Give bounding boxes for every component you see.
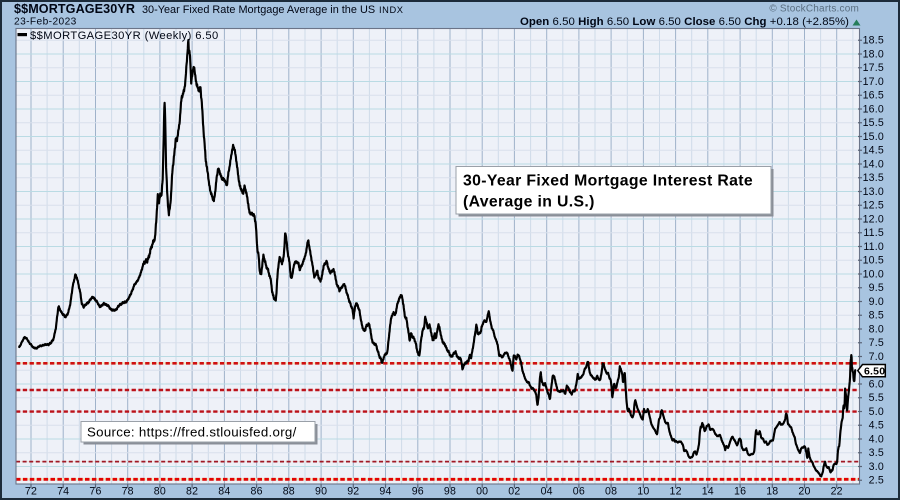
svg-text:10.0: 10.0 xyxy=(863,268,884,280)
svg-text:30-Year Fixed Mortgage Interes: 30-Year Fixed Mortgage Interest Rate xyxy=(463,173,753,190)
svg-text:16.0: 16.0 xyxy=(863,103,884,115)
svg-text:82: 82 xyxy=(186,486,198,498)
svg-text:16: 16 xyxy=(734,486,746,498)
svg-text:15.5: 15.5 xyxy=(863,117,884,129)
svg-text:94: 94 xyxy=(379,486,391,498)
svg-text:10: 10 xyxy=(637,486,649,498)
svg-text:9.5: 9.5 xyxy=(869,282,884,294)
svg-text:13.5: 13.5 xyxy=(863,172,884,184)
svg-text:90: 90 xyxy=(315,486,327,498)
svg-text:10.5: 10.5 xyxy=(863,255,884,267)
svg-text:2.5: 2.5 xyxy=(869,475,884,487)
svg-text:6.0: 6.0 xyxy=(869,378,884,390)
svg-text:30-Year Fixed Rate Mortgage Av: 30-Year Fixed Rate Mortgage Average in t… xyxy=(142,4,375,16)
svg-text:8.5: 8.5 xyxy=(869,310,884,322)
svg-text:12.5: 12.5 xyxy=(863,200,884,212)
svg-text:5.5: 5.5 xyxy=(869,392,884,404)
svg-text:86: 86 xyxy=(251,486,263,498)
svg-text:74: 74 xyxy=(57,486,69,498)
svg-text:08: 08 xyxy=(605,486,617,498)
svg-text:12.0: 12.0 xyxy=(863,213,884,225)
svg-text:14.5: 14.5 xyxy=(863,145,884,157)
svg-text:76: 76 xyxy=(89,486,101,498)
svg-text:22: 22 xyxy=(831,486,843,498)
svg-text:5.0: 5.0 xyxy=(869,406,884,418)
svg-text:12: 12 xyxy=(670,486,682,498)
svg-text:Open 6.50 High 6.50 Low 6.50 C: Open 6.50 High 6.50 Low 6.50 Close 6.50 … xyxy=(520,16,849,28)
svg-text:$$MORTGAGE30YR (Weekly) 6.50: $$MORTGAGE30YR (Weekly) 6.50 xyxy=(30,30,219,42)
svg-text:98: 98 xyxy=(444,486,456,498)
svg-text:$$MORTGAGE30YR: $$MORTGAGE30YR xyxy=(14,2,135,16)
svg-text:9.0: 9.0 xyxy=(869,296,884,308)
svg-text:3.5: 3.5 xyxy=(869,447,884,459)
svg-text:14.0: 14.0 xyxy=(863,158,884,170)
svg-text:06: 06 xyxy=(573,486,585,498)
svg-text:3.0: 3.0 xyxy=(869,461,884,473)
svg-text:7.5: 7.5 xyxy=(869,337,884,349)
svg-text:16.5: 16.5 xyxy=(863,90,884,102)
svg-text:7.0: 7.0 xyxy=(869,351,884,363)
svg-text:15.0: 15.0 xyxy=(863,131,884,143)
svg-text:02: 02 xyxy=(508,486,520,498)
svg-text:© StockCharts.com: © StockCharts.com xyxy=(769,4,859,15)
svg-text:11.0: 11.0 xyxy=(863,241,884,253)
svg-text:18: 18 xyxy=(766,486,778,498)
svg-text:4.0: 4.0 xyxy=(869,433,884,445)
svg-text:04: 04 xyxy=(541,486,553,498)
svg-text:8.0: 8.0 xyxy=(869,323,884,335)
svg-text:18.0: 18.0 xyxy=(863,48,884,60)
svg-text:18.5: 18.5 xyxy=(863,35,884,47)
svg-text:80: 80 xyxy=(154,486,166,498)
svg-text:78: 78 xyxy=(122,486,134,498)
svg-text:23-Feb-2023: 23-Feb-2023 xyxy=(14,17,77,28)
svg-text:88: 88 xyxy=(283,486,295,498)
svg-text:92: 92 xyxy=(347,486,359,498)
svg-text:14: 14 xyxy=(702,486,714,498)
svg-text:20: 20 xyxy=(798,486,810,498)
svg-text:17.0: 17.0 xyxy=(863,76,884,88)
svg-text:Source: https://fred.stlouisfe: Source: https://fred.stlouisfed.org/ xyxy=(87,425,297,440)
svg-text:INDX: INDX xyxy=(379,5,404,15)
svg-text:13.0: 13.0 xyxy=(863,186,884,198)
svg-text:6.50: 6.50 xyxy=(864,366,885,378)
svg-text:11.5: 11.5 xyxy=(863,227,884,239)
svg-text:96: 96 xyxy=(412,486,424,498)
svg-text:4.5: 4.5 xyxy=(869,420,884,432)
svg-text:17.5: 17.5 xyxy=(863,62,884,74)
svg-text:(Average in U.S.): (Average in U.S.) xyxy=(463,194,595,211)
svg-text:72: 72 xyxy=(25,486,37,498)
svg-text:00: 00 xyxy=(476,486,488,498)
svg-text:84: 84 xyxy=(218,486,230,498)
